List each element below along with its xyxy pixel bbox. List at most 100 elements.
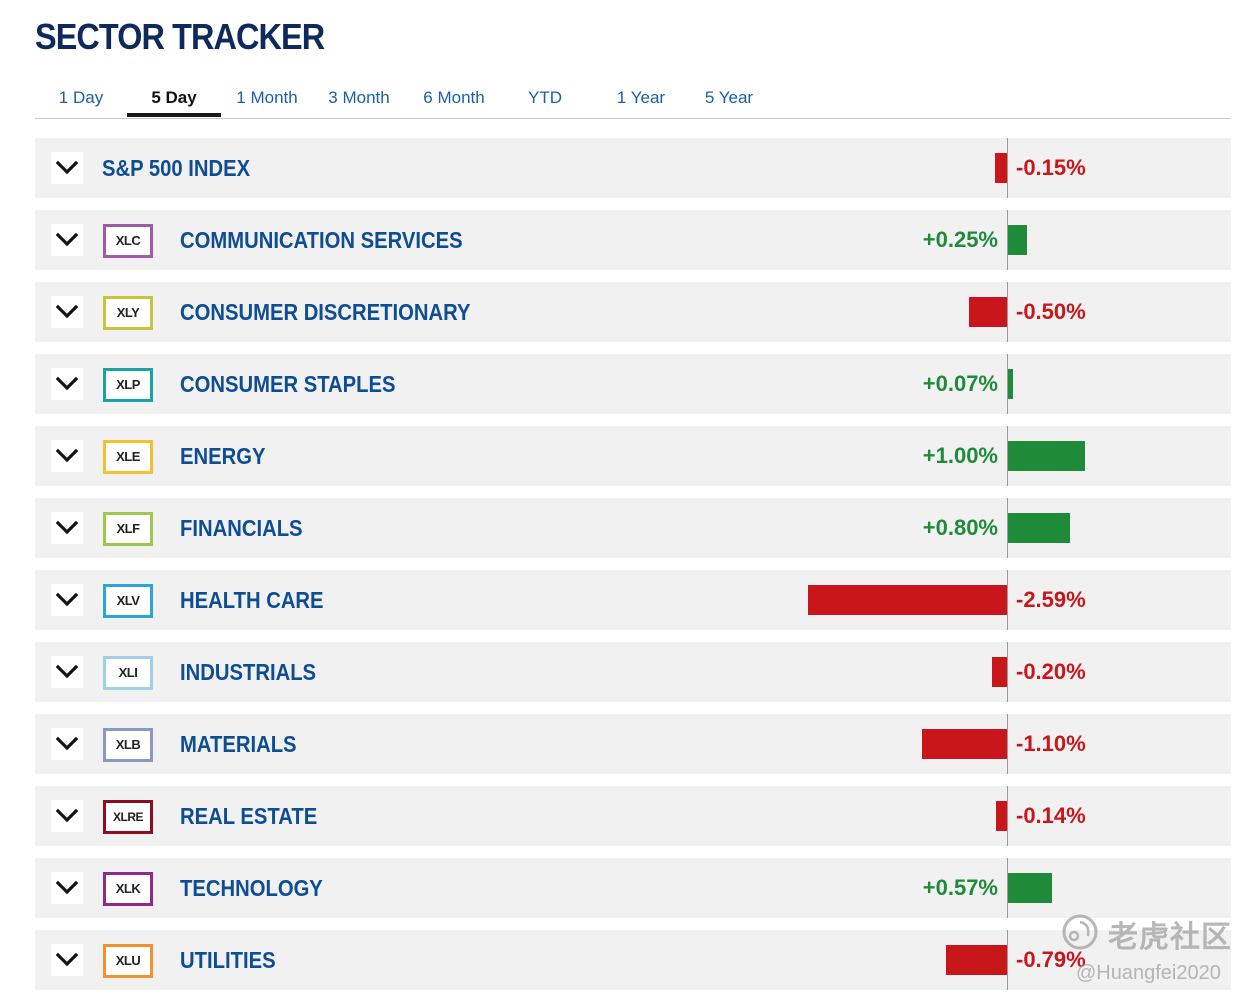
expand-button[interactable] xyxy=(51,800,83,832)
zero-axis xyxy=(1007,570,1008,630)
sector-name[interactable]: FINANCIALS xyxy=(180,515,303,541)
sector-row-financials: XLF FINANCIALS +0.80% xyxy=(35,498,1231,558)
expand-button[interactable] xyxy=(51,368,83,400)
sector-name[interactable]: HEALTH CARE xyxy=(180,587,324,613)
chevron-down-icon xyxy=(56,304,78,319)
sector-row-energy: XLE ENERGY +1.00% xyxy=(35,426,1231,486)
expand-button[interactable] xyxy=(51,152,83,184)
change-percent: -2.59% xyxy=(1016,587,1086,612)
change-bar xyxy=(1008,225,1028,255)
sector-row-communication-services: XLC COMMUNICATION SERVICES +0.25% xyxy=(35,210,1231,270)
change-bar xyxy=(1008,873,1052,903)
ticker-badge: XLP xyxy=(103,368,153,402)
ticker-badge: XLF xyxy=(103,512,153,546)
chevron-down-icon xyxy=(56,952,78,967)
change-bar xyxy=(996,801,1007,831)
change-bar xyxy=(922,729,1007,759)
expand-button[interactable] xyxy=(51,512,83,544)
ticker-badge: XLV xyxy=(103,584,153,618)
chevron-down-icon xyxy=(56,736,78,751)
expand-button[interactable] xyxy=(51,296,83,328)
sector-row-consumer-staples: XLP CONSUMER STAPLES +0.07% xyxy=(35,354,1231,414)
change-percent: +1.00% xyxy=(922,443,998,468)
change-percent: -0.14% xyxy=(1016,803,1086,828)
zero-axis xyxy=(1007,786,1008,846)
tab-5-day[interactable]: 5 Day xyxy=(127,78,221,117)
sector-name[interactable]: COMMUNICATION SERVICES xyxy=(180,227,463,253)
sector-name[interactable]: MATERIALS xyxy=(180,731,297,757)
ticker-badge: XLY xyxy=(103,296,153,330)
change-bar xyxy=(968,297,1007,327)
chevron-down-icon xyxy=(56,448,78,463)
change-percent: +0.07% xyxy=(922,371,998,396)
ticker-badge: XLRE xyxy=(103,800,153,834)
ticker-badge: XLU xyxy=(103,944,153,978)
tab-1-year[interactable]: 1 Year xyxy=(616,88,666,107)
chevron-down-icon xyxy=(56,880,78,895)
expand-button[interactable] xyxy=(51,728,83,760)
ticker-badge: XLB xyxy=(103,728,153,762)
sector-row-materials: XLB MATERIALS -1.10% xyxy=(35,714,1231,774)
change-bar xyxy=(807,585,1007,615)
change-percent: -0.15% xyxy=(1016,155,1086,180)
expand-button[interactable] xyxy=(51,944,83,976)
zero-axis xyxy=(1007,930,1008,990)
sector-name[interactable]: REAL ESTATE xyxy=(180,803,318,829)
change-bar xyxy=(1008,513,1070,543)
change-bar xyxy=(995,153,1007,183)
chevron-down-icon xyxy=(56,592,78,607)
zero-axis xyxy=(1007,642,1008,702)
ticker-badge: XLK xyxy=(103,872,153,906)
sector-name[interactable]: UTILITIES xyxy=(180,947,276,973)
tab-1-day[interactable]: 1 Day xyxy=(58,88,104,107)
expand-button[interactable] xyxy=(51,656,83,688)
tab-ytd[interactable]: YTD xyxy=(528,88,562,107)
change-percent: +0.57% xyxy=(922,875,998,900)
ticker-badge: XLE xyxy=(103,440,153,474)
zero-axis xyxy=(1007,858,1008,918)
ticker-badge: XLC xyxy=(103,224,153,258)
sector-name[interactable]: TECHNOLOGY xyxy=(180,875,323,901)
expand-button[interactable] xyxy=(51,584,83,616)
sector-name[interactable]: ENERGY xyxy=(180,443,266,469)
ticker-badge: XLI xyxy=(103,656,153,690)
change-percent: -0.79% xyxy=(1016,947,1086,972)
sector-name[interactable]: CONSUMER DISCRETIONARY xyxy=(180,299,471,325)
expand-button[interactable] xyxy=(51,224,83,256)
change-percent: -0.20% xyxy=(1016,659,1086,684)
chevron-down-icon xyxy=(56,160,78,175)
tab-1-month[interactable]: 1 Month xyxy=(236,88,298,107)
sector-row-consumer-discretionary: XLY CONSUMER DISCRETIONARY -0.50% xyxy=(35,282,1231,342)
sector-row-health-care: XLV HEALTH CARE -2.59% xyxy=(35,570,1231,630)
zero-axis xyxy=(1007,210,1008,270)
change-percent: -0.50% xyxy=(1016,299,1086,324)
sector-row-sandp-500-index: S&P 500 INDEX -0.15% xyxy=(35,138,1231,198)
sector-name[interactable]: CONSUMER STAPLES xyxy=(180,371,396,397)
chevron-down-icon xyxy=(56,232,78,247)
sector-row-industrials: XLI INDUSTRIALS -0.20% xyxy=(35,642,1231,702)
zero-axis xyxy=(1007,138,1008,198)
tab-3-month[interactable]: 3 Month xyxy=(328,88,390,107)
change-percent: -1.10% xyxy=(1016,731,1086,756)
change-percent: +0.80% xyxy=(922,515,998,540)
expand-button[interactable] xyxy=(51,872,83,904)
chevron-down-icon xyxy=(56,376,78,391)
sector-row-technology: XLK TECHNOLOGY +0.57% xyxy=(35,858,1231,918)
chevron-down-icon xyxy=(56,664,78,679)
sector-name[interactable]: INDUSTRIALS xyxy=(180,659,317,685)
change-percent: +0.25% xyxy=(922,227,998,252)
zero-axis xyxy=(1007,426,1008,486)
change-bar xyxy=(1008,369,1014,399)
sector-name[interactable]: S&P 500 INDEX xyxy=(102,155,251,181)
expand-button[interactable] xyxy=(51,440,83,472)
change-bar xyxy=(1008,441,1085,471)
sector-row-utilities: XLU UTILITIES -0.79% xyxy=(35,930,1231,990)
tab-6-month[interactable]: 6 Month xyxy=(423,88,485,107)
change-bar xyxy=(991,657,1007,687)
page-title: SECTOR TRACKER xyxy=(35,16,325,57)
timeframe-tabs: 1 Day 5 Day 1 Month 3 Month 6 Month YTD 1 Year… xyxy=(35,78,1231,119)
chevron-down-icon xyxy=(56,520,78,535)
zero-axis xyxy=(1007,714,1008,774)
tab-5-year[interactable]: 5 Year xyxy=(704,88,754,107)
sector-row-real-estate: XLRE REAL ESTATE -0.14% xyxy=(35,786,1231,846)
